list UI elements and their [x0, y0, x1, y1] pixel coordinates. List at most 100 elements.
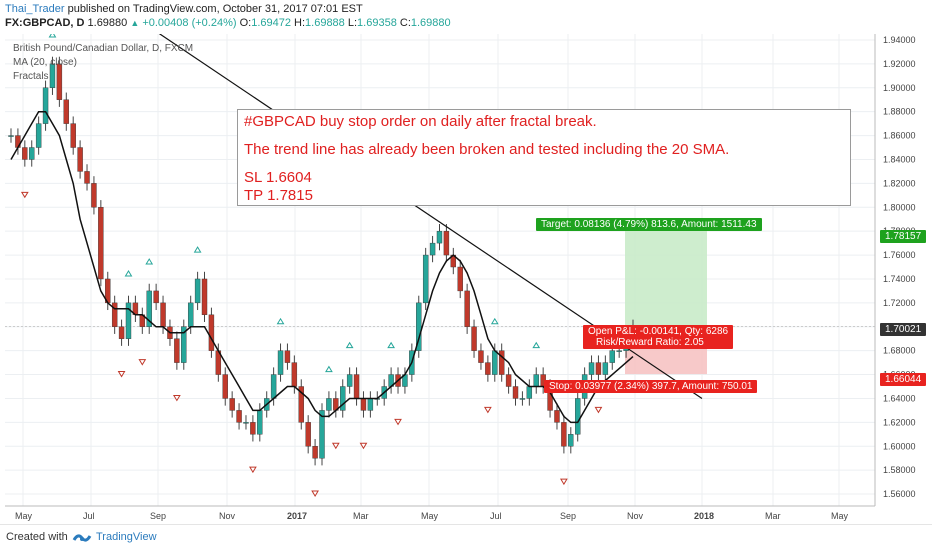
- candle: [478, 350, 484, 363]
- fractal-up-icon: [145, 258, 154, 265]
- legend-title: British Pound/Canadian Dollar, D, FXCM: [13, 43, 194, 54]
- stop-label: Stop: 0.03977 (2.34%) 397.7, Amount: 750…: [544, 380, 758, 393]
- candle: [575, 398, 581, 435]
- chart-area[interactable]: 1.94000 1.92000 1.90000 1.88000 1.86000 1.840…: [5, 34, 932, 522]
- tp-price-tag: 1.78157: [880, 230, 927, 243]
- candle: [42, 87, 49, 124]
- ohlc-line: FX:GBPCAD, D 1.69880 ▲ +0.00408 (+0.24%)…: [5, 17, 451, 29]
- fractal-down-icon: [117, 371, 126, 378]
- candle: [187, 302, 194, 327]
- fractal-up-icon: [276, 317, 285, 325]
- candle: [146, 290, 152, 327]
- candle: [35, 123, 42, 148]
- chart-canvas[interactable]: 1.94000 1.92000 1.90000 1.88000 1.86000 1.840…: [5, 34, 932, 522]
- candle: [505, 374, 512, 387]
- candle: [298, 386, 304, 423]
- annotation-line2: The trend line has already been broken a…: [244, 141, 730, 158]
- candle: [257, 410, 263, 435]
- y-tick-label: 1.94000: [883, 35, 916, 45]
- candle: [111, 302, 118, 327]
- fractal-down-icon: [394, 418, 402, 426]
- x-tick-label: 2017: [287, 511, 307, 521]
- high-label: H:: [294, 17, 306, 29]
- candle: [609, 350, 615, 363]
- y-tick-label: 1.56000: [883, 489, 916, 499]
- x-tick-label: Sep: [560, 511, 576, 521]
- y-tick-label: 1.90000: [883, 83, 916, 93]
- annotation-box[interactable]: #GBPCAD buy stop order on daily after fr…: [237, 109, 851, 206]
- y-tick-label: 1.62000: [883, 417, 916, 427]
- pnl-text: Open P&L: -0.00141, Qty: 6286: [588, 326, 729, 337]
- x-tick-label: May: [831, 511, 849, 521]
- candle: [512, 386, 519, 399]
- fractal-up-icon: [490, 317, 499, 325]
- candle: [353, 374, 360, 399]
- candle: [194, 278, 201, 304]
- candle: [291, 362, 298, 387]
- candle: [436, 230, 443, 244]
- y-tick-label: 1.84000: [883, 154, 916, 164]
- fractal-up-icon: [345, 341, 354, 349]
- tradingview-logo-icon[interactable]: [72, 530, 92, 549]
- candle: [464, 290, 470, 327]
- candle: [70, 123, 76, 148]
- close-value: 1.69880: [410, 17, 451, 29]
- x-tick-label: 2018: [694, 511, 714, 521]
- legend-fractals[interactable]: Fractals: [13, 71, 49, 82]
- y-tick-label: 1.58000: [883, 465, 916, 475]
- candle: [174, 338, 180, 363]
- x-tick-label: Mar: [765, 511, 781, 521]
- candle: [236, 410, 242, 423]
- candle: [63, 99, 69, 124]
- x-tick-label: May: [15, 511, 33, 521]
- candle: [284, 350, 291, 363]
- candle: [498, 350, 505, 375]
- y-tick-label: 1.68000: [883, 346, 916, 356]
- candle: [222, 374, 228, 399]
- candle: [208, 314, 215, 351]
- candle: [471, 326, 477, 351]
- fractal-down-icon: [594, 406, 603, 414]
- x-tick-label: Mar: [353, 511, 369, 521]
- candle: [429, 242, 436, 256]
- fractal-down-icon: [331, 442, 340, 450]
- low-label: L:: [347, 17, 358, 29]
- moving-average: [10, 110, 634, 424]
- candle: [443, 230, 450, 256]
- candle: [422, 254, 429, 304]
- fractal-up-icon: [48, 34, 57, 38]
- x-tick-label: Sep: [150, 511, 166, 521]
- candle: [181, 326, 187, 363]
- fractal-down-icon: [483, 406, 492, 414]
- candle: [201, 278, 208, 316]
- candle: [568, 434, 574, 447]
- fractal-down-icon: [172, 394, 181, 402]
- fractal-down-icon: [359, 442, 368, 450]
- x-tick-label: Nov: [219, 511, 236, 521]
- fractal-up-icon: [532, 341, 541, 349]
- fractals: [20, 34, 603, 498]
- y-tick-label: 1.80000: [883, 202, 916, 212]
- fractal-up-icon: [124, 270, 133, 277]
- last-price: 1.69880: [87, 17, 128, 29]
- candle: [554, 410, 560, 423]
- author-link[interactable]: Thai_Trader: [5, 3, 65, 15]
- y-tick-label: 1.88000: [883, 107, 916, 117]
- fractal-down-icon: [560, 478, 568, 486]
- candle: [270, 374, 277, 399]
- candle: [616, 350, 622, 352]
- low-value: 1.69358: [357, 17, 397, 29]
- axes: 1.94000 1.92000 1.90000 1.88000 1.86000 1.840…: [5, 34, 916, 521]
- open-label: O:: [239, 17, 252, 29]
- fractal-down-icon: [20, 191, 29, 199]
- ma-line: [10, 110, 634, 424]
- legend-ma[interactable]: MA (20, close): [13, 57, 77, 68]
- y-tick-label: 1.76000: [883, 250, 916, 260]
- created-with: Created with: [6, 531, 68, 543]
- candle: [243, 422, 249, 424]
- candle: [250, 422, 256, 435]
- y-tick-label: 1.92000: [883, 59, 916, 69]
- tradingview-brand[interactable]: TradingView: [96, 531, 157, 543]
- candle: [346, 374, 353, 387]
- target-zone: [625, 229, 707, 327]
